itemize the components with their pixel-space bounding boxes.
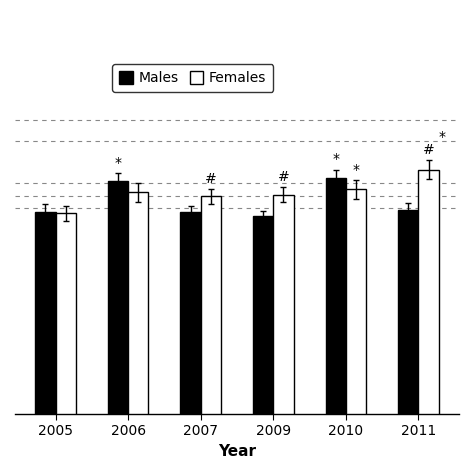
Bar — [398, 210, 419, 414]
Bar — [55, 213, 76, 414]
Text: *: * — [114, 156, 121, 170]
Bar — [273, 195, 293, 414]
Legend: Males, Females: Males, Females — [112, 64, 273, 92]
Bar — [253, 216, 273, 414]
Bar — [346, 189, 366, 414]
Bar — [35, 212, 55, 414]
Text: *: * — [332, 152, 339, 166]
Text: #: # — [278, 170, 289, 184]
Bar — [326, 178, 346, 414]
Text: *: * — [438, 130, 445, 145]
Bar — [108, 181, 128, 414]
Text: *: * — [353, 163, 360, 177]
Bar — [128, 192, 148, 414]
Text: #: # — [423, 143, 435, 157]
Bar — [181, 211, 201, 414]
Text: #: # — [205, 172, 217, 186]
Bar — [419, 170, 439, 414]
Bar — [201, 197, 221, 414]
X-axis label: Year: Year — [218, 444, 256, 459]
